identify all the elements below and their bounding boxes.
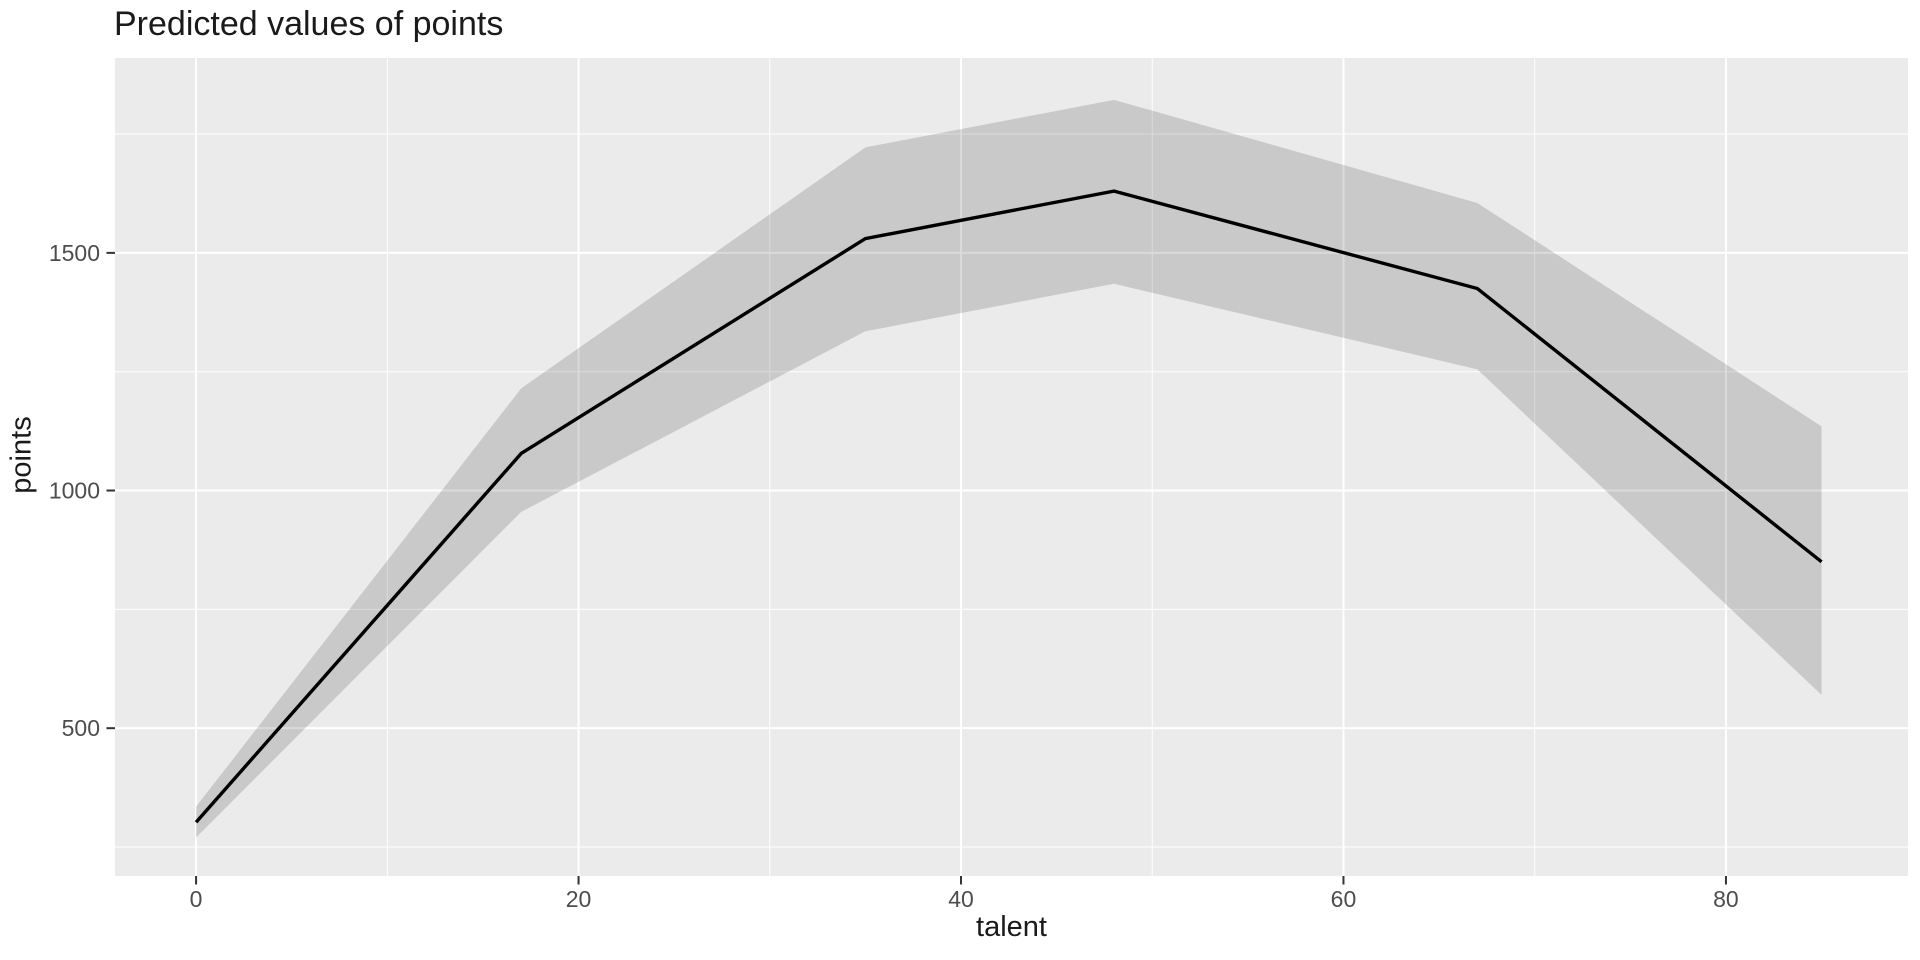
x-tick-label: 60 [1331, 886, 1357, 912]
chart-title: Predicted values of points [114, 5, 504, 43]
y-tick-label: 500 [62, 715, 100, 741]
x-tick-label: 0 [190, 886, 203, 912]
y-tick-label: 1500 [49, 240, 100, 266]
panel-background [115, 58, 1908, 876]
x-tick-label: 20 [566, 886, 592, 912]
confidence-ribbon [196, 99, 1822, 838]
x-tick-label: 40 [948, 886, 974, 912]
y-tick-label: 1000 [49, 478, 100, 504]
y-axis-title: points [5, 416, 38, 494]
x-tick-label: 80 [1713, 886, 1739, 912]
x-axis-title: talent [976, 911, 1047, 943]
prediction-line [194, 189, 1823, 824]
